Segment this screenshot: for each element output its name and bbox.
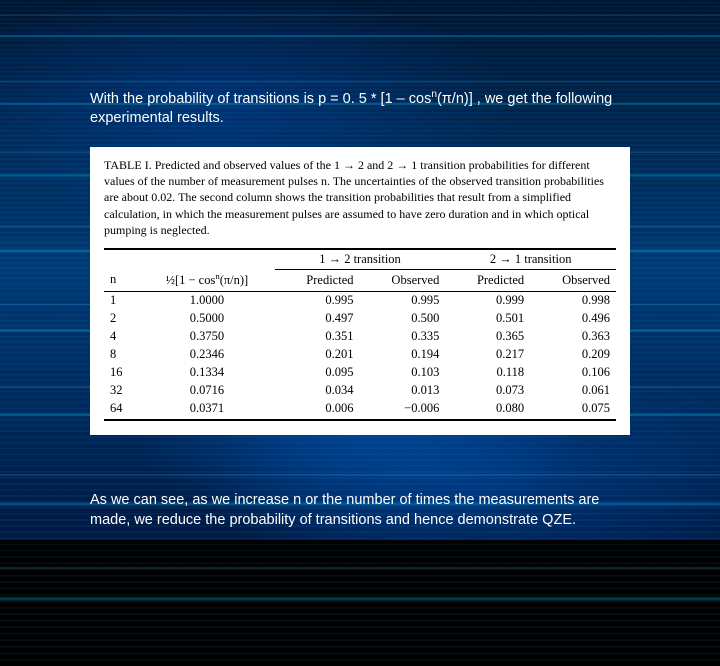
cell-n: 64 [104,400,139,421]
th-formula-post: (π/n)] [220,274,249,288]
data-table: 1 → 2 transition 2 → 1 transition n ½[1 … [104,248,616,421]
cell-pred-21: 0.073 [445,382,530,400]
cell-n: 4 [104,328,139,346]
table-row: 40.37500.3510.3350.3650.363 [104,328,616,346]
cell-obs-21: 0.106 [530,364,616,382]
table-row: 640.03710.006−0.0060.0800.075 [104,400,616,421]
th-obs-12: Observed [360,269,446,291]
cell-formula: 1.0000 [139,291,275,310]
th-group-21: 2 → 1 transition [445,249,616,270]
cell-obs-12: 0.995 [360,291,446,310]
table-row: 80.23460.2010.1940.2170.209 [104,346,616,364]
cell-n: 1 [104,291,139,310]
cell-formula: 0.3750 [139,328,275,346]
table-header-row: n ½[1 − cosn(π/n)] Predicted Observed Pr… [104,269,616,291]
cell-formula: 0.0716 [139,382,275,400]
cell-pred-21: 0.999 [445,291,530,310]
cell-pred-21: 0.080 [445,400,530,421]
cell-pred-21: 0.365 [445,328,530,346]
slide-content: With the probability of transitions is p… [0,0,720,530]
th-formula-pre: ½[1 − cos [166,274,216,288]
table-header-group-row: 1 → 2 transition 2 → 1 transition [104,249,616,270]
cell-obs-21: 0.496 [530,310,616,328]
cell-formula: 0.5000 [139,310,275,328]
th-pred-21: Predicted [445,269,530,291]
cell-obs-21: 0.061 [530,382,616,400]
table-row: 320.07160.0340.0130.0730.061 [104,382,616,400]
outro-text: As we can see, as we increase n or the n… [90,491,630,530]
cell-obs-12: 0.194 [360,346,446,364]
cell-obs-21: 0.363 [530,328,616,346]
table-row: 160.13340.0950.1030.1180.106 [104,364,616,382]
cell-n: 16 [104,364,139,382]
th-obs-21: Observed [530,269,616,291]
cell-pred-21: 0.217 [445,346,530,364]
th-blank2 [139,249,275,270]
cell-formula: 0.1334 [139,364,275,382]
cell-pred-21: 0.118 [445,364,530,382]
cell-obs-21: 0.998 [530,291,616,310]
cell-n: 8 [104,346,139,364]
cell-pred-12: 0.351 [275,328,360,346]
cell-n: 32 [104,382,139,400]
cell-pred-21: 0.501 [445,310,530,328]
intro-pre: With the probability of transitions is p… [90,91,431,107]
th-blank1 [104,249,139,270]
cell-obs-12: 0.103 [360,364,446,382]
th-n: n [104,269,139,291]
table-panel: TABLE I. Predicted and observed values o… [90,147,630,435]
cell-pred-12: 0.497 [275,310,360,328]
cell-obs-12: 0.335 [360,328,446,346]
cell-pred-12: 0.995 [275,291,360,310]
cell-obs-12: 0.013 [360,382,446,400]
cell-obs-12: −0.006 [360,400,446,421]
cell-n: 2 [104,310,139,328]
cell-pred-12: 0.095 [275,364,360,382]
th-formula: ½[1 − cosn(π/n)] [139,269,275,291]
table-body: 11.00000.9950.9950.9990.99820.50000.4970… [104,291,616,420]
cell-pred-12: 0.201 [275,346,360,364]
th-group-12: 1 → 2 transition [275,249,446,270]
cell-formula: 0.2346 [139,346,275,364]
table-row: 11.00000.9950.9950.9990.998 [104,291,616,310]
intro-text: With the probability of transitions is p… [90,88,630,129]
cell-pred-12: 0.006 [275,400,360,421]
cell-pred-12: 0.034 [275,382,360,400]
cell-obs-21: 0.209 [530,346,616,364]
th-pred-12: Predicted [275,269,360,291]
cell-obs-21: 0.075 [530,400,616,421]
table-caption: TABLE I. Predicted and observed values o… [104,157,616,238]
cell-obs-12: 0.500 [360,310,446,328]
cell-formula: 0.0371 [139,400,275,421]
table-row: 20.50000.4970.5000.5010.496 [104,310,616,328]
